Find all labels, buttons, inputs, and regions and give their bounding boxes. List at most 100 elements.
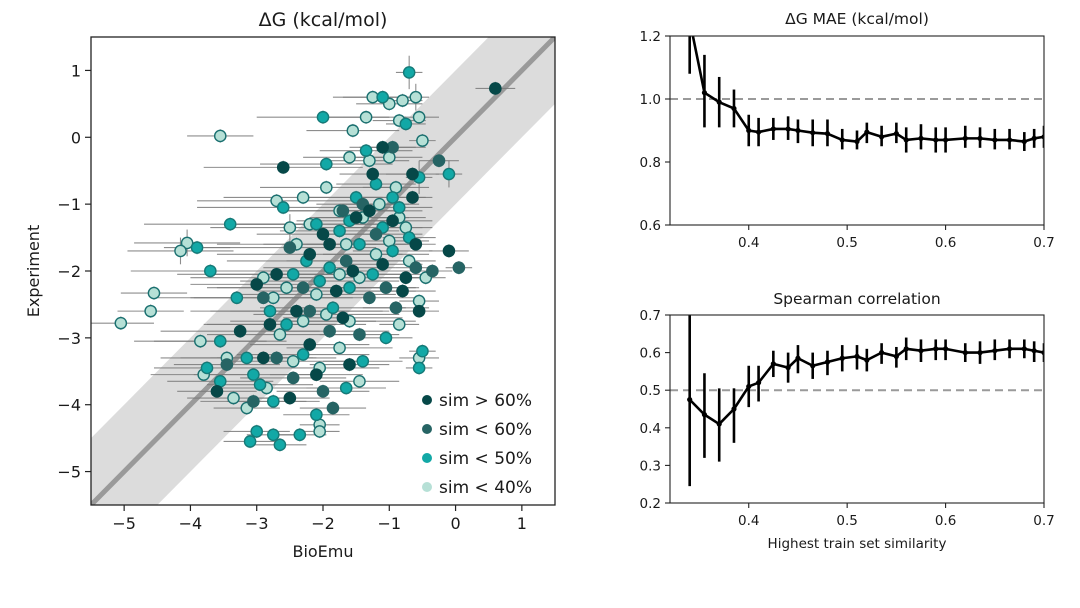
data-point	[824, 359, 831, 365]
scatter-point	[313, 274, 326, 288]
scatter-point	[180, 236, 194, 250]
scatter-point	[336, 204, 350, 218]
scatter-point	[426, 264, 439, 278]
data-point	[770, 361, 776, 367]
scatter-point	[339, 381, 353, 395]
scatter-point	[406, 167, 419, 181]
data-point	[839, 137, 845, 143]
scatter-point	[366, 167, 380, 181]
scatter-point	[296, 191, 310, 204]
data-point	[1021, 138, 1027, 145]
y-tick-label: 0.6	[640, 218, 661, 234]
data-point	[824, 131, 831, 137]
scatter-point	[376, 141, 389, 154]
scatter-point	[310, 288, 323, 301]
legend-label: sim < 60%	[439, 420, 532, 440]
scatter-point	[353, 328, 366, 341]
data-point	[992, 348, 998, 354]
legend-entry: sim < 60%	[422, 420, 532, 440]
uncertainty-band	[91, 37, 555, 505]
scatter-point	[283, 391, 297, 405]
legend-entry: sim > 60%	[422, 391, 532, 411]
scatter-point	[333, 268, 346, 281]
scatter-point	[286, 354, 300, 368]
data-point	[918, 135, 924, 141]
scatter-point	[303, 247, 317, 261]
scatter-point	[386, 214, 399, 228]
y-tick-label: −5	[57, 463, 81, 482]
data-point	[785, 365, 791, 371]
scatter-point	[266, 428, 280, 442]
scatter-point	[442, 167, 456, 181]
scatter-point	[346, 124, 360, 137]
scatter-point	[290, 304, 303, 318]
data-point	[687, 397, 693, 403]
y-tick-label: 0.5	[640, 383, 661, 399]
data-point	[854, 138, 860, 145]
data-point	[1031, 135, 1037, 141]
scatter-point	[223, 217, 237, 231]
y-tick-label: 0.2	[640, 496, 661, 512]
data-point	[992, 137, 998, 143]
scatter-point	[412, 304, 426, 318]
data-point	[701, 90, 708, 96]
legend-marker	[422, 482, 432, 492]
scatter-point	[243, 435, 257, 448]
y-tick-label: 0.7	[640, 308, 661, 324]
scatter-point	[263, 304, 277, 318]
data-point	[1041, 134, 1044, 140]
x-tick-label: 0.4	[738, 513, 759, 529]
spearman-panel: Spearman correlation 0.4 0.5 0.6 0.7 0.2 0.3…	[640, 290, 1055, 552]
scatter-point	[174, 244, 187, 258]
scatter-point	[359, 110, 373, 124]
scatter-point	[247, 395, 260, 408]
data-point	[1021, 346, 1027, 352]
scatter-point	[194, 334, 207, 348]
legend-entry: sim < 50%	[422, 449, 532, 469]
scatter-point	[283, 241, 297, 254]
scatter-point	[343, 358, 356, 371]
scatter-point	[396, 284, 409, 298]
x-tick-label: −4	[179, 514, 203, 533]
y-tick-label: 1	[71, 61, 81, 80]
data-point	[903, 346, 909, 352]
scatter-point	[349, 211, 363, 224]
scatter-point	[392, 318, 406, 331]
scatter-point	[286, 371, 300, 385]
y-tick-label: −3	[57, 329, 81, 348]
data-point	[933, 137, 939, 143]
uncertainty-band-area	[91, 37, 555, 505]
data-point	[864, 129, 870, 135]
legend-label: sim < 50%	[439, 449, 532, 469]
scatter-point	[276, 161, 290, 174]
scatter-y-label: Experiment	[24, 225, 43, 317]
spearman-x-label: Highest train set similarity	[768, 536, 947, 552]
data-point	[864, 357, 870, 363]
y-tick-label: 1.2	[640, 29, 661, 45]
scatter-point	[320, 181, 333, 194]
scatter-point	[333, 224, 346, 238]
scatter-point	[363, 204, 376, 218]
scatter-point	[303, 338, 317, 351]
x-tick-label: 0.6	[935, 513, 956, 529]
data-point	[1006, 137, 1013, 143]
scatter-point	[409, 90, 423, 104]
x-tick-label: −2	[311, 514, 335, 533]
data-point	[755, 380, 762, 386]
scatter-point	[339, 254, 353, 268]
x-tick-label: 0.5	[836, 513, 857, 529]
scatter-point	[230, 291, 244, 305]
scatter-point	[257, 351, 270, 365]
data-point	[893, 353, 899, 359]
scatter-y-ticks: −5 −4 −3 −2 −1 0 1	[57, 61, 91, 482]
scatter-point	[296, 314, 310, 328]
mae-title: ΔG MAE (kcal/mol)	[785, 10, 929, 28]
scatter-point	[220, 358, 234, 371]
scatter-point	[442, 244, 456, 258]
data-point	[746, 383, 752, 390]
x-tick-label: 0.7	[1033, 235, 1054, 251]
scatter-point	[293, 428, 307, 442]
data-point	[731, 105, 737, 112]
scatter-point	[240, 351, 254, 365]
scatter-point	[114, 316, 128, 330]
